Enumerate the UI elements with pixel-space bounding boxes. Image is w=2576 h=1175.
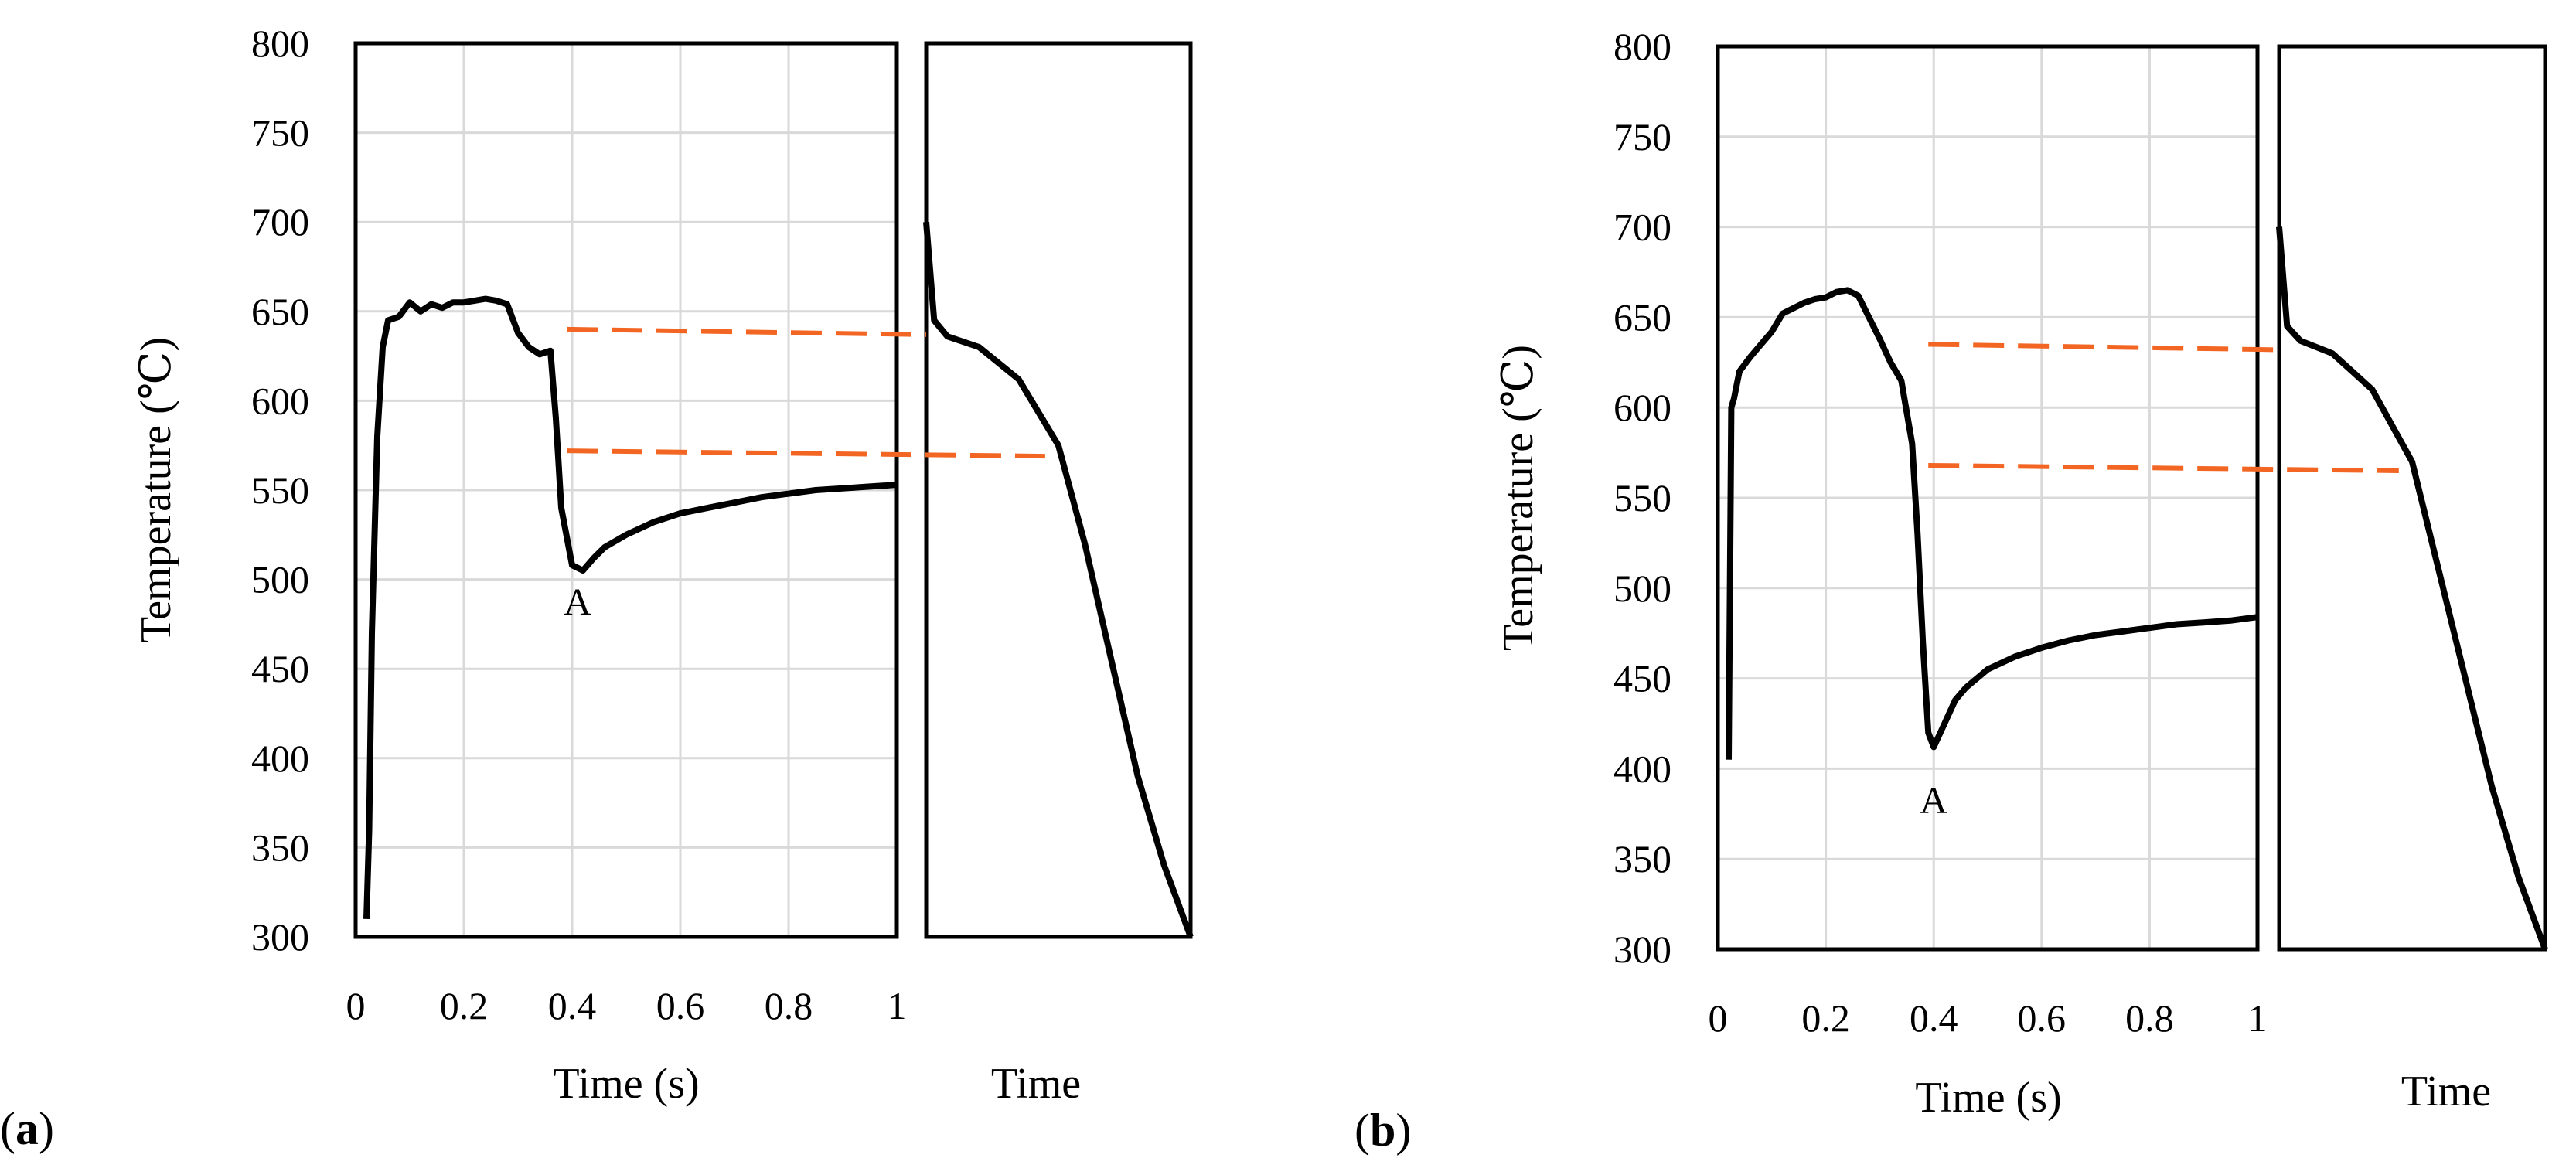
series-line-temperature xyxy=(363,295,898,920)
y-tick-label: 400 xyxy=(1613,747,1671,790)
x-tick-label: 0.8 xyxy=(2125,996,2174,1040)
x-tick-label: 0.4 xyxy=(548,984,597,1027)
y-tick-label: 350 xyxy=(251,826,309,869)
y-tick-label: 450 xyxy=(251,647,309,690)
x-tick-label: 0 xyxy=(1709,996,1728,1040)
y-tick-label: 800 xyxy=(251,22,309,65)
cooling-curve xyxy=(923,221,1194,938)
reference-dashed-line xyxy=(566,326,927,337)
y-tick-label: 400 xyxy=(251,737,309,780)
y-tick-label: 650 xyxy=(251,290,309,333)
x-tick-label: 0.2 xyxy=(440,984,489,1027)
x-tick-label: 0.6 xyxy=(2018,996,2067,1040)
y-tick-label: 800 xyxy=(1613,25,1671,68)
y-tick-label: 300 xyxy=(251,915,309,959)
panel-b: 300 350 400 450 500 550 600 650 700 750 800 0 0.2 0.4… xyxy=(1354,25,2548,1156)
y-tick-label: 650 xyxy=(1613,295,1671,339)
y-tick-label: 500 xyxy=(1613,567,1671,610)
y-tick-label: 600 xyxy=(251,379,309,422)
x-tick-label: 0.4 xyxy=(1910,996,1958,1040)
x-tick-label: 0.8 xyxy=(765,984,813,1027)
right-axis-label: Time xyxy=(991,1060,1081,1108)
reference-dashed-line xyxy=(1928,462,2399,473)
panel-label: (a) xyxy=(0,1103,54,1154)
y-tick-label: 350 xyxy=(1613,837,1671,880)
panel-a: 300 350 400 450 500 550 600 650 700 750 800 0 0.2 0.4… xyxy=(0,22,1194,1154)
annotation-label: A xyxy=(564,580,591,623)
reference-dashed-line xyxy=(1928,342,2280,352)
cooling-frame xyxy=(924,41,1193,939)
annotation-label: A xyxy=(1920,778,1947,822)
x-axis-label: Time (s) xyxy=(1915,1074,2061,1122)
cooling-frame xyxy=(2277,44,2547,952)
x-tick-label: 1 xyxy=(2248,996,2268,1040)
plot-frame xyxy=(353,41,899,939)
y-tick-label: 700 xyxy=(251,200,309,244)
y-tick-label: 450 xyxy=(1613,657,1671,700)
y-tick-label: 750 xyxy=(1613,115,1671,158)
y-axis-label: Temperature (℃) xyxy=(132,337,180,643)
y-tick-label: 700 xyxy=(1613,206,1671,249)
cooling-curve xyxy=(2276,226,2548,951)
right-axis-label: Time xyxy=(2401,1068,2491,1115)
x-tick-label: 0 xyxy=(346,984,366,1027)
x-tick-label: 0.6 xyxy=(656,984,705,1027)
y-tick-label: 600 xyxy=(1613,386,1671,429)
panel-label: (b) xyxy=(1354,1105,1411,1156)
x-tick-label: 0.2 xyxy=(1801,996,1850,1040)
y-tick-label: 500 xyxy=(251,558,309,601)
y-tick-label: 550 xyxy=(1613,476,1671,519)
series-line-temperature xyxy=(1726,287,2258,760)
x-tick-label: 1 xyxy=(888,984,907,1027)
x-axis-label: Time (s) xyxy=(553,1060,699,1108)
plot-frame xyxy=(1716,44,2260,952)
y-tick-label: 300 xyxy=(1613,928,1671,971)
y-tick-label: 550 xyxy=(251,468,309,512)
reference-dashed-line xyxy=(566,448,1045,459)
y-tick-label: 750 xyxy=(251,111,309,155)
y-axis-label: Temperature (℃) xyxy=(1494,345,1542,651)
